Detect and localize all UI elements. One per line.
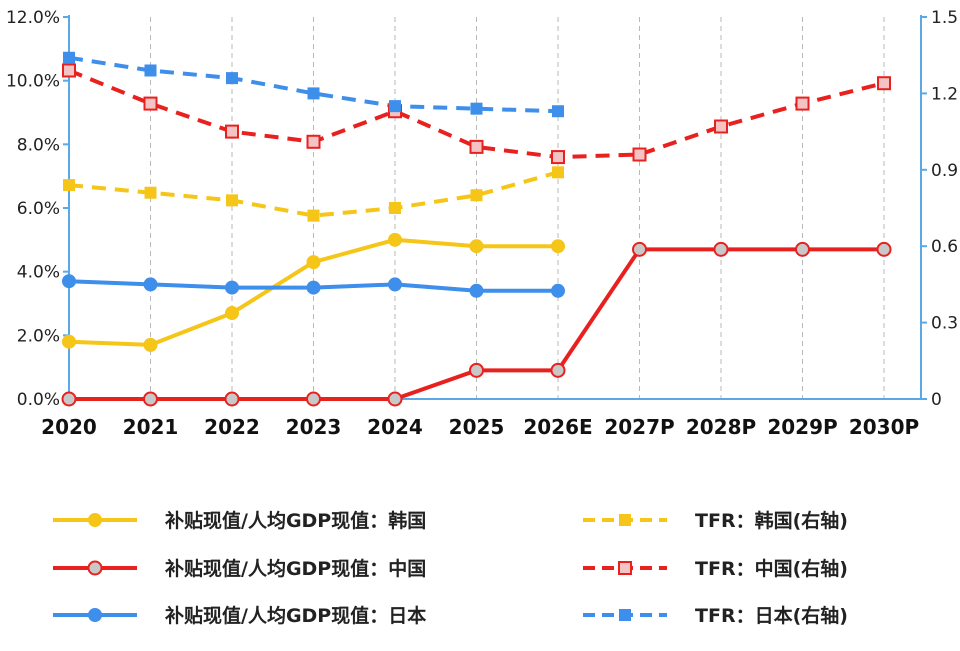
data-point-5 [226, 72, 238, 85]
data-point-1 [61, 391, 77, 407]
series-markers [61, 51, 892, 407]
x-tick-label: 2029P [767, 415, 837, 439]
data-point-3 [63, 179, 75, 192]
x-tick-label: 2021 [123, 415, 179, 439]
right-tick-label: 0.9 [931, 161, 958, 181]
axes: 0.0% 2.0% 4.0% 6.0% 8.0% 10.0% 12.0% 0 0.3 0.6 0.9… [6, 8, 958, 439]
data-point-1 [469, 362, 484, 378]
legend-label: 补贴现值/人均GDP现值：中国 [165, 557, 426, 580]
data-point-3 [144, 186, 157, 199]
data-point-2 [551, 283, 565, 298]
legend-swatch-marker [88, 513, 102, 527]
data-point-1 [224, 391, 240, 407]
left-tick-label: 4.0% [17, 263, 60, 283]
left-tick-label: 0.0% [17, 390, 60, 410]
data-point-3 [552, 166, 564, 179]
right-tick-label: 0.3 [931, 314, 958, 334]
legend-item: 补贴现值/人均GDP现值：中国 [53, 557, 426, 580]
gridlines [150, 17, 885, 399]
data-point-1 [387, 391, 403, 407]
legend-label: TFR：中国(右轴) [695, 557, 848, 580]
data-point-0 [388, 232, 402, 247]
legend-label: TFR：日本(右轴) [695, 604, 848, 627]
data-point-1 [713, 241, 729, 257]
data-point-1 [306, 391, 321, 407]
data-point-4 [877, 76, 891, 91]
x-tick-label: 2026E [523, 415, 592, 439]
legend-item: 补贴现值/人均GDP现值：日本 [53, 604, 426, 627]
data-point-4 [306, 134, 321, 149]
data-point-3 [226, 194, 238, 207]
right-tick-label: 0.6 [931, 237, 958, 257]
data-point-1 [632, 241, 647, 257]
right-tick-label: 1.5 [931, 8, 958, 28]
x-tick-label: 2030P [849, 415, 919, 439]
right-tick-label: 0 [931, 390, 942, 410]
left-tick-label: 2.0% [17, 326, 60, 346]
x-tick-label: 2020 [41, 415, 97, 439]
data-point-4 [795, 96, 810, 111]
data-point-4 [632, 147, 647, 162]
data-point-3 [470, 189, 483, 202]
data-point-5 [389, 100, 401, 113]
data-point-4 [143, 96, 158, 111]
data-point-2 [388, 277, 402, 292]
right-tick-label: 1.2 [931, 84, 958, 104]
legend-swatch-marker [619, 514, 631, 526]
data-point-4 [714, 119, 728, 134]
data-point-4 [551, 150, 565, 165]
legend-swatch-marker [619, 609, 631, 621]
data-point-2 [143, 277, 158, 292]
data-point-1 [795, 241, 810, 257]
data-point-0 [551, 239, 565, 254]
data-point-5 [63, 51, 75, 64]
legend-swatch-marker [88, 608, 102, 622]
data-point-1 [876, 241, 892, 257]
legend: 补贴现值/人均GDP现值：韩国补贴现值/人均GDP现值：中国补贴现值/人均GDP… [53, 509, 848, 627]
legend-swatch-marker [87, 560, 103, 576]
data-point-0 [306, 255, 321, 270]
data-point-5 [552, 105, 564, 118]
legend-item: TFR：中国(右轴) [583, 557, 848, 580]
legend-label: 补贴现值/人均GDP现值：日本 [165, 604, 426, 627]
data-point-0 [62, 334, 76, 349]
left-tick-label: 8.0% [17, 135, 60, 155]
data-point-0 [143, 337, 158, 352]
legend-item: TFR：韩国(右轴) [583, 509, 848, 532]
x-tick-label: 2027P [604, 415, 674, 439]
data-point-4 [469, 139, 484, 154]
left-tick-label: 10.0% [6, 72, 60, 92]
x-tick-label: 2022 [204, 415, 260, 439]
data-point-3 [389, 202, 401, 214]
legend-label: TFR：韩国(右轴) [695, 509, 848, 532]
x-tick-label: 2028P [686, 415, 756, 439]
data-point-2 [306, 280, 321, 295]
data-point-5 [470, 102, 483, 115]
data-point-4 [225, 124, 239, 139]
x-tick-label: 2025 [449, 415, 505, 439]
left-tick-label: 12.0% [6, 8, 60, 28]
data-point-5 [307, 87, 320, 100]
legend-swatch-marker [618, 561, 632, 575]
data-point-1 [550, 362, 566, 378]
data-point-3 [307, 209, 320, 222]
x-tick-label: 2023 [286, 415, 342, 439]
data-point-2 [225, 280, 239, 295]
data-point-0 [469, 239, 484, 254]
legend-item: 补贴现值/人均GDP现值：韩国 [53, 509, 426, 532]
data-point-2 [62, 274, 76, 289]
left-tick-label: 6.0% [17, 199, 60, 219]
data-point-0 [225, 306, 239, 321]
data-point-4 [62, 63, 76, 78]
data-point-1 [143, 391, 158, 407]
data-point-5 [144, 64, 157, 77]
x-tick-label: 2024 [367, 415, 423, 439]
legend-item: TFR：日本(右轴) [583, 604, 848, 627]
legend-label: 补贴现值/人均GDP现值：韩国 [165, 509, 426, 532]
data-point-2 [469, 283, 484, 298]
series-line-4 [68, 68, 885, 160]
